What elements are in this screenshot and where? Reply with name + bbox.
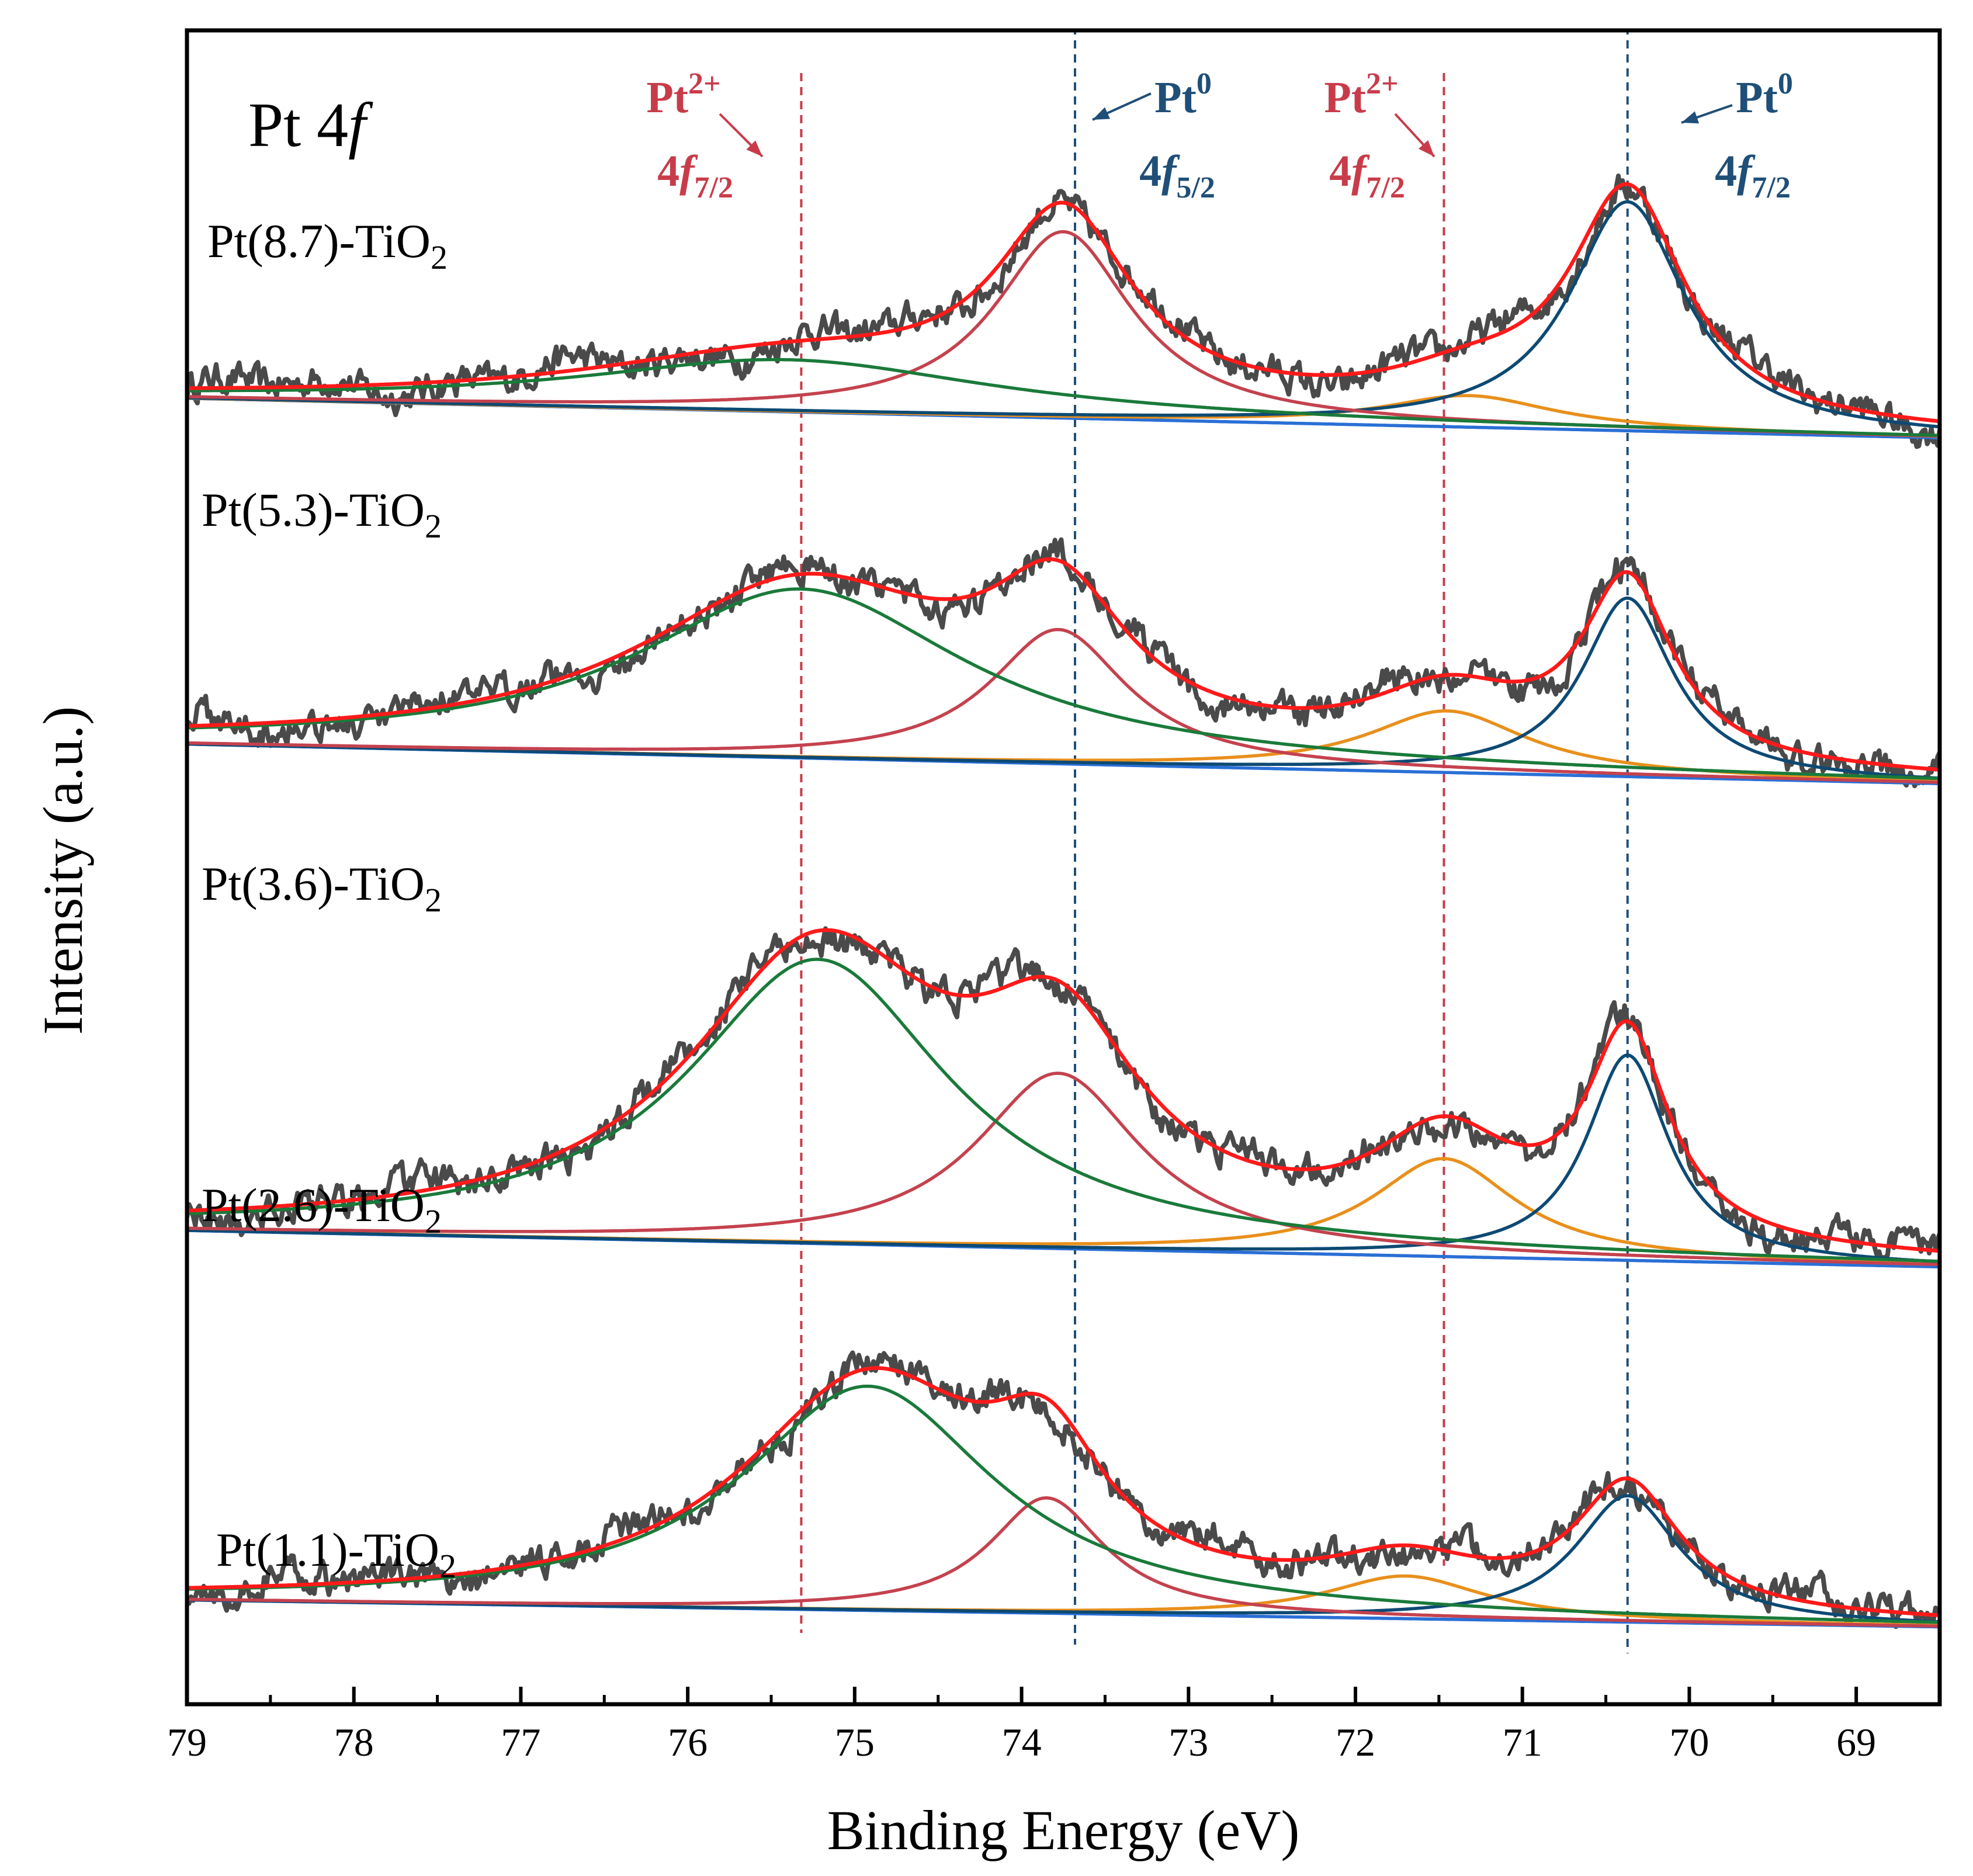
pt2-component-curve <box>187 1071 1940 1267</box>
annotation-4: Pt0 4f7/2 <box>1681 67 1793 204</box>
spectrum-label-1: Pt(8.7)-TiO2 <box>207 214 448 276</box>
pt0-component-curve <box>187 597 1940 780</box>
annotation-2: Pt0 4f5/2 <box>1092 67 1215 204</box>
annotation-level: 4f7/2 <box>1715 147 1791 204</box>
envelope-fit-curve <box>187 1366 1940 1617</box>
pt0-component-curve <box>187 1053 1940 1264</box>
sat-component-curve <box>187 958 1940 1263</box>
x-tick-label: 76 <box>668 1720 708 1764</box>
x-tick-label: 74 <box>1002 1720 1042 1764</box>
chart-title: Pt 4f <box>248 91 373 160</box>
spectrum-label-4: Pt(2.6)-TiO2 <box>202 1178 442 1240</box>
spectra-curves <box>187 174 1940 1629</box>
x-tick-label: 78 <box>334 1720 374 1764</box>
annotation-3: Pt2+4f7/2 <box>1324 67 1435 204</box>
x-tick-label: 73 <box>1168 1720 1208 1764</box>
annotation-level: 4f5/2 <box>1139 147 1215 204</box>
annotation-arrow-head <box>746 140 762 157</box>
x-axis-label: Binding Energy (eV) <box>827 1799 1300 1861</box>
x-tick-label: 77 <box>501 1720 540 1764</box>
envelope-fit-curve <box>187 928 1940 1253</box>
sat-component-curve <box>187 587 1940 781</box>
spectrum-3 <box>187 926 1940 1269</box>
annotation-arrow-head <box>1093 107 1110 120</box>
raw-data-curve <box>187 926 1940 1263</box>
x-tick-label: 75 <box>835 1720 875 1764</box>
sat-component-curve <box>187 358 1940 438</box>
sat-component-curve <box>187 1384 1940 1624</box>
pt2-component-curve <box>187 627 1940 784</box>
x-tick-label: 79 <box>167 1720 207 1764</box>
annotation-level: 4f7/2 <box>657 147 733 204</box>
plot-frame <box>185 28 1942 1707</box>
envelope-fit-curve <box>187 557 1940 772</box>
x-tick-label: 70 <box>1669 1720 1709 1764</box>
annotation-species: Pt2+ <box>646 67 720 122</box>
x-tick-label: 71 <box>1503 1720 1542 1764</box>
envelope-fit-curve <box>187 182 1940 424</box>
x-tick-label: 72 <box>1336 1720 1375 1764</box>
spectrum-1 <box>187 174 1940 449</box>
x-tick-label: 69 <box>1836 1720 1876 1764</box>
axes: 79 78 77 76 75 74 73 72 71 70 69 <box>167 28 1942 1764</box>
pt0-component-curve <box>187 200 1940 429</box>
spectrum-2 <box>187 537 1940 789</box>
y-axis-label: Intensity (a.u.) <box>32 706 94 1035</box>
annotation-1: Pt2+ 4f7/2 <box>646 67 764 204</box>
annotation-arrow-head <box>1681 111 1700 124</box>
annotation-species: Pt0 <box>1736 67 1793 122</box>
pt2-component-curve <box>187 1496 1940 1628</box>
annotation-species: Pt0 <box>1154 67 1212 122</box>
annotation-arrow-head <box>1419 140 1434 157</box>
spectra-labels: Pt(8.7)-TiO2 Pt(5.3)-TiO2 Pt(3.6)-TiO2 Pt(2… <box>202 214 456 1585</box>
spectrum-4 <box>187 1350 1940 1629</box>
spectrum-label-2: Pt(5.3)-TiO2 <box>202 483 442 545</box>
annotation-species: Pt2+ <box>1324 67 1398 122</box>
spectrum-label-5: Pt(1.1)-TiO2 <box>216 1523 456 1585</box>
raw-data-curve <box>187 1350 1940 1629</box>
spectrum-label-3: Pt(3.6)-TiO2 <box>202 857 442 919</box>
